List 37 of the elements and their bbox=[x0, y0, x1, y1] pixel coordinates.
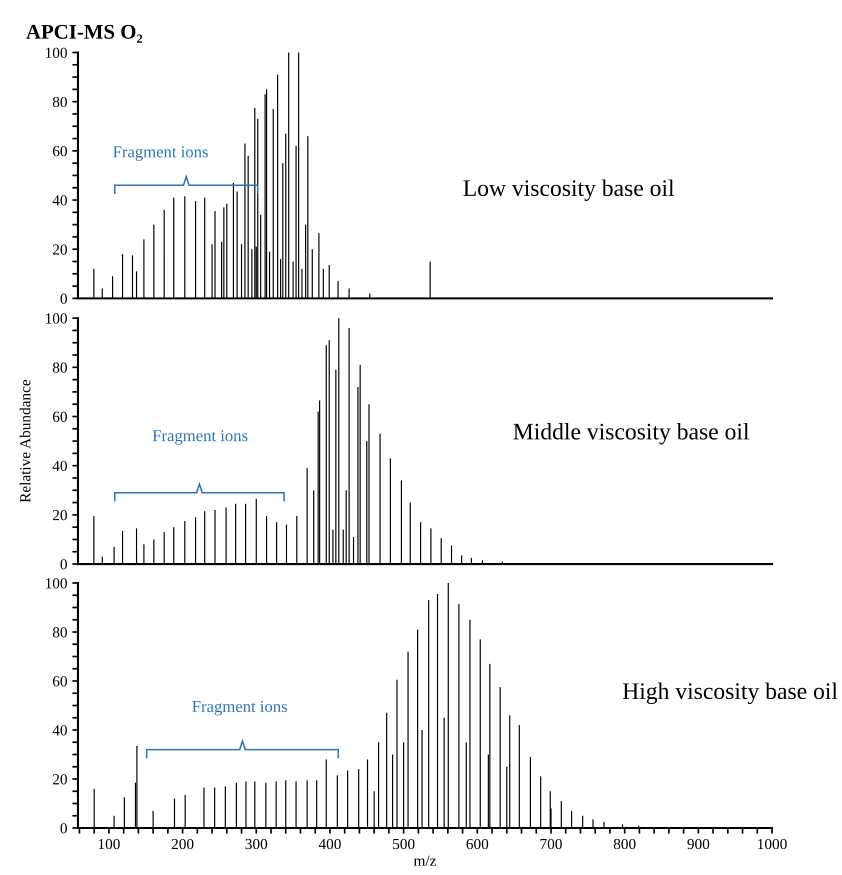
x-tick-label: 700 bbox=[540, 838, 562, 850]
y-tick-label: 100 bbox=[46, 313, 67, 324]
x-axis-title: m/z bbox=[414, 856, 436, 866]
y-tick-label: 0 bbox=[60, 559, 67, 570]
x-tick-label: 900 bbox=[687, 838, 710, 850]
x-tick-label: 100 bbox=[98, 838, 120, 850]
y-tick-label: 60 bbox=[52, 412, 67, 422]
annotation: High viscosity base oil bbox=[622, 682, 838, 704]
y-tick-label: 100 bbox=[46, 48, 67, 58]
annotation: Middle viscosity base oil bbox=[513, 422, 750, 444]
y-tick-label: 80 bbox=[52, 627, 67, 638]
y-tick-label: 20 bbox=[52, 244, 67, 255]
y-tick-label: 0 bbox=[60, 294, 67, 304]
y-axis-title: Relative Abundance bbox=[20, 380, 30, 502]
x-tick-label: 200 bbox=[172, 838, 194, 850]
chart-title: APCI-MS O₂ bbox=[26, 24, 142, 43]
x-tick-label: 600 bbox=[466, 838, 488, 850]
annotation: Fragment ions bbox=[113, 146, 208, 161]
x-tick-label: 800 bbox=[614, 838, 636, 850]
annotation: Low viscosity base oil bbox=[463, 179, 674, 201]
y-tick-label: 20 bbox=[52, 774, 67, 784]
y-tick-label: 60 bbox=[52, 676, 67, 686]
y-tick-label: 40 bbox=[52, 195, 67, 206]
x-tick-label: 1000 bbox=[758, 838, 787, 850]
y-tick-label: 80 bbox=[52, 362, 67, 373]
annotation: Fragment ions bbox=[192, 700, 287, 716]
annotation: Fragment ions bbox=[152, 430, 248, 445]
y-tick-label: 80 bbox=[52, 96, 67, 108]
x-tick-label: 400 bbox=[318, 838, 341, 850]
y-tick-label: 100 bbox=[46, 578, 67, 588]
y-tick-label: 60 bbox=[52, 146, 67, 156]
x-tick-label: 500 bbox=[393, 838, 415, 850]
y-tick-label: 40 bbox=[52, 460, 67, 472]
y-tick-label: 0 bbox=[60, 823, 67, 834]
x-tick-label: 300 bbox=[246, 838, 268, 850]
y-tick-label: 20 bbox=[52, 510, 67, 520]
y-tick-label: 40 bbox=[52, 725, 67, 736]
